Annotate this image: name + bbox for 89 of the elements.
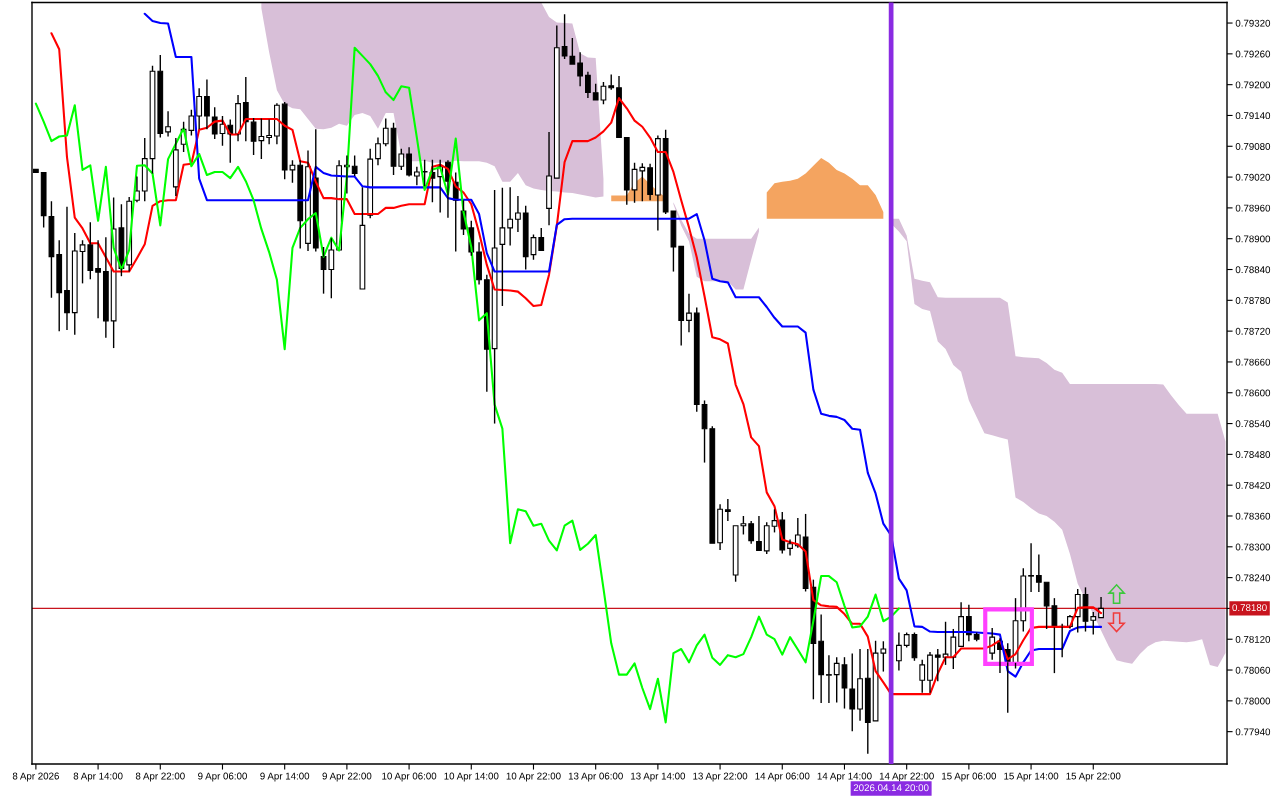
- candlestick: [515, 195, 521, 233]
- x-tick-label: 15 Apr 22:00: [1066, 772, 1121, 782]
- candlestick: [95, 239, 101, 319]
- candlestick: [724, 498, 731, 522]
- candlestick: [849, 652, 856, 732]
- y-tick-label: 0.79020: [1235, 173, 1271, 181]
- x-tick-label: 10 Apr 22:00: [506, 772, 561, 782]
- candlestick: [717, 503, 723, 551]
- line-series: [34, 46, 900, 724]
- candlestick: [577, 51, 584, 87]
- candlestick: [756, 515, 762, 551]
- candlestick: [102, 236, 109, 339]
- x-tick-label: 14 Apr 14:00: [817, 772, 872, 782]
- candlestick: [242, 76, 249, 142]
- x-tick-label: 15 Apr 06:00: [942, 772, 997, 782]
- y-tick-label: 0.79320: [1235, 19, 1271, 27]
- y-tick-label: 0.78120: [1235, 635, 1271, 643]
- candlestick: [1035, 553, 1042, 593]
- x-tick-label: 10 Apr 06:00: [382, 772, 437, 782]
- x-tick-label: 10 Apr 14:00: [444, 772, 499, 782]
- y-tick-label: 0.78660: [1235, 358, 1271, 366]
- x-tick-label: 14 Apr 06:00: [755, 772, 810, 782]
- candlestick: [476, 241, 482, 286]
- candlestick: [165, 110, 171, 138]
- candlestick: [585, 71, 591, 99]
- candlestick: [196, 87, 203, 131]
- candlestick: [965, 604, 972, 642]
- candlestick: [375, 136, 381, 166]
- ref-line-label: 0.78180: [1232, 604, 1267, 612]
- candlestick: [499, 187, 506, 307]
- candlestick: [826, 654, 832, 704]
- candlestick: [274, 102, 280, 145]
- candlestick: [546, 131, 552, 227]
- candlestick: [507, 186, 514, 247]
- candlestick: [491, 189, 498, 425]
- y-tick-label: 0.78000: [1235, 697, 1271, 705]
- y-tick-label: 0.78540: [1235, 420, 1271, 428]
- candlestick: [787, 538, 793, 557]
- x-tick-label: 15 Apr 14:00: [1004, 772, 1059, 782]
- candlestick: [958, 601, 964, 647]
- y-tick-label: 0.78060: [1235, 666, 1271, 674]
- candlestick: [686, 292, 692, 333]
- y-tick-label: 0.78900: [1235, 235, 1271, 243]
- y-tick-label: 0.79080: [1235, 143, 1271, 150]
- x-tick-label: 8 Apr 2026: [12, 772, 59, 782]
- x-tick-label: 13 Apr 14:00: [631, 772, 686, 782]
- candlestick: [204, 78, 210, 131]
- y-tick-label: 0.78840: [1235, 266, 1271, 274]
- candlestick: [172, 137, 179, 197]
- x-tick-label: 9 Apr 22:00: [322, 772, 372, 782]
- x-tick-label: 8 Apr 22:00: [135, 772, 185, 782]
- candlestick: [359, 186, 366, 290]
- y-tick-label: 0.77940: [1235, 728, 1271, 736]
- candlestick: [896, 631, 902, 672]
- candlestick: [678, 245, 685, 347]
- x-tick-label: 13 Apr 06:00: [568, 772, 623, 782]
- candlestick: [64, 206, 70, 331]
- y-tick-label: 0.79260: [1235, 50, 1271, 58]
- candlestick: [553, 24, 560, 179]
- x-tick-label: 8 Apr 14:00: [73, 772, 123, 782]
- candlestick: [647, 163, 653, 201]
- candlestick: [1028, 542, 1034, 593]
- text: 2026.04.14 20:00: [853, 784, 929, 792]
- y-tick-label: 0.78720: [1235, 327, 1271, 335]
- candlestick: [266, 118, 273, 145]
- candlestick: [748, 520, 755, 545]
- candlestick: [818, 613, 825, 704]
- y-tick-label: 0.79140: [1235, 112, 1271, 120]
- y-tick-label: 0.78780: [1235, 297, 1271, 304]
- y-tick-label: 0.78300: [1235, 543, 1271, 551]
- x-tick-label: 9 Apr 14:00: [260, 772, 310, 782]
- candlestick: [235, 94, 241, 142]
- candlestick: [927, 651, 933, 694]
- candlestick: [654, 134, 661, 232]
- y-tick-label: 0.78360: [1235, 512, 1271, 520]
- x-tick-label: 9 Apr 06:00: [198, 772, 247, 782]
- x-tick-label: 14 Apr 22:00: [879, 772, 934, 782]
- candlestick: [857, 648, 863, 722]
- candlestick: [413, 166, 420, 186]
- y-tick-label: 0.78240: [1235, 574, 1271, 582]
- candlestick: [406, 146, 412, 178]
- y-tick-label: 0.78600: [1235, 389, 1271, 397]
- candlestick: [616, 75, 622, 139]
- y-tick-label: 0.78480: [1235, 451, 1271, 458]
- x-tick-label: 13 Apr 22:00: [693, 772, 748, 782]
- y-tick-label: 0.78420: [1235, 481, 1271, 489]
- candlestick: [864, 648, 871, 755]
- y-tick-label: 0.78960: [1235, 204, 1271, 212]
- y-tick-label: 0.79200: [1235, 81, 1271, 89]
